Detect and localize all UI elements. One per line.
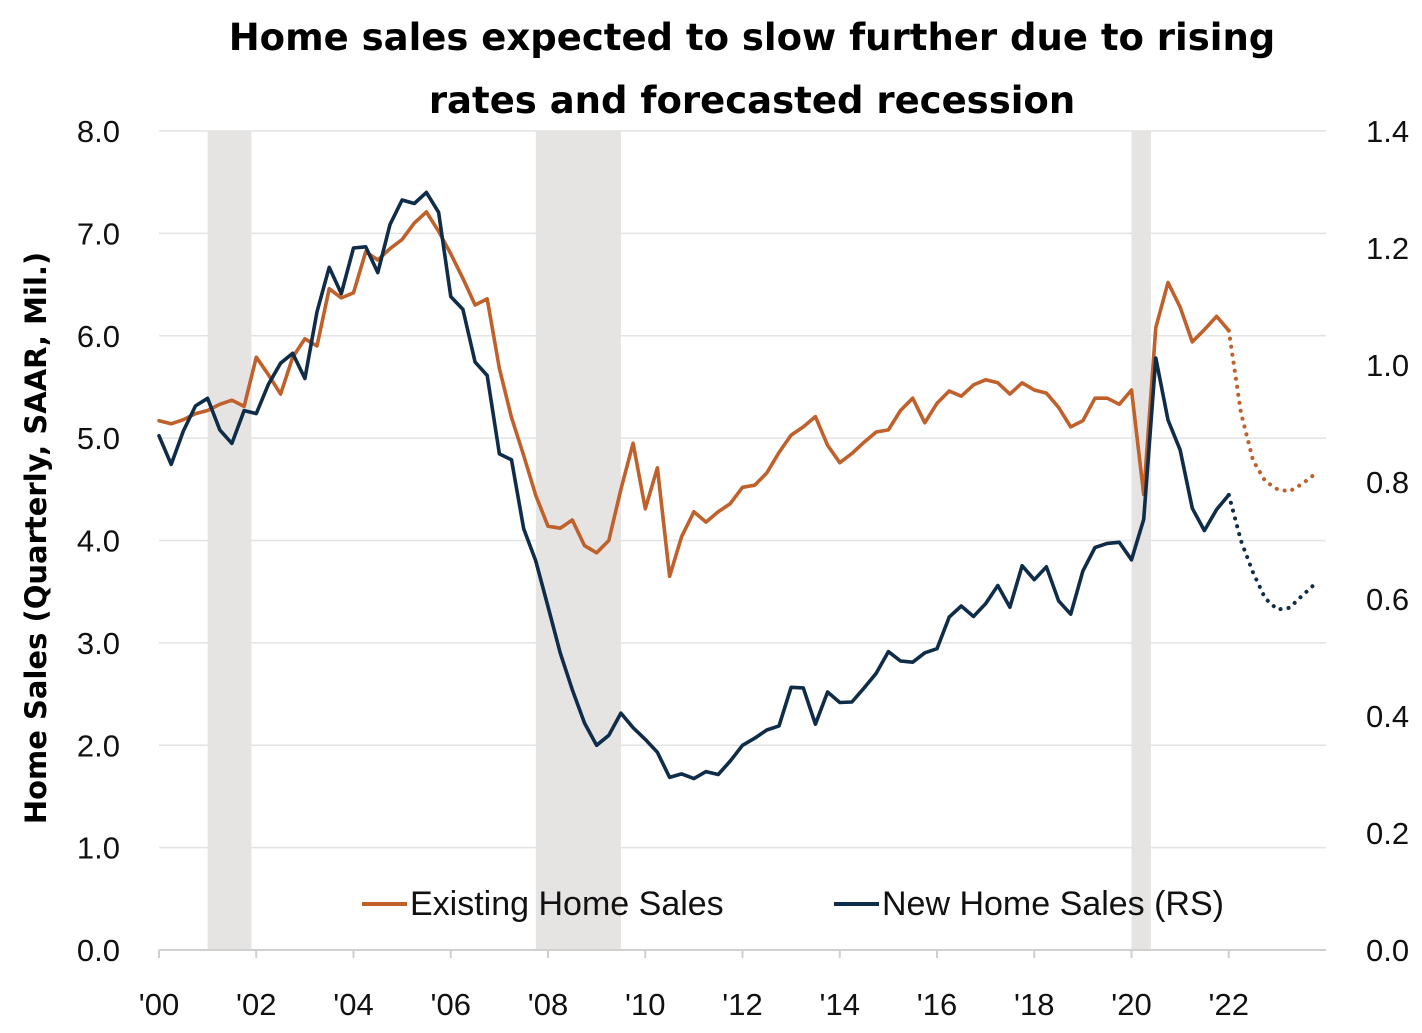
x-tick-label: '06 — [431, 987, 471, 1022]
series-lines — [157, 190, 1316, 781]
y-tick-label: 8.0 — [77, 114, 120, 149]
x-tick-label: '22 — [1209, 987, 1249, 1022]
y-tick-label: 4.0 — [77, 524, 120, 559]
y2-tick-label: 1.0 — [1366, 348, 1409, 383]
y2-tick-label: 0.8 — [1366, 465, 1409, 500]
y-axis-ticks: 0.0 1.0 2.0 3.0 4.0 5.0 6.0 7.0 8.0 — [77, 114, 120, 968]
x-tick-label: '12 — [722, 987, 762, 1022]
y2-tick-label: 0.4 — [1366, 699, 1409, 734]
chart-title-line-2: rates and forecasted recession — [429, 79, 1075, 122]
legend-label-new: New Home Sales (RS) — [882, 885, 1224, 923]
y-tick-label: 5.0 — [77, 421, 120, 456]
y2-tick-label: 1.2 — [1366, 231, 1409, 266]
y-tick-label: 6.0 — [77, 319, 120, 354]
chart-title-line-1: Home sales expected to slow further due … — [229, 16, 1276, 59]
x-tick-label: '02 — [236, 987, 276, 1022]
x-tick-label: '18 — [1014, 987, 1054, 1022]
x-tick-label: '10 — [625, 987, 665, 1022]
x-tick-label: '08 — [528, 987, 568, 1022]
series-new-home-sales-forecast — [1226, 492, 1316, 612]
y-axis-label: Home Sales (Quarterly, SAAR, Mil.) — [19, 252, 53, 824]
x-tick-label: '16 — [917, 987, 957, 1022]
y-tick-label: 2.0 — [77, 728, 120, 763]
series-new-home-sales-rs — [157, 190, 1231, 781]
legend: Existing Home Sales New Home Sales (RS) — [362, 885, 1224, 923]
x-tick-label: '04 — [333, 987, 373, 1022]
y2-tick-label: 0.2 — [1366, 816, 1409, 851]
x-tick-label: '20 — [1111, 987, 1151, 1022]
series-existing-home-sales-forecast — [1226, 328, 1316, 494]
y-tick-label: 7.0 — [77, 216, 120, 251]
y2-axis-ticks: 0.0 0.2 0.4 0.6 0.8 1.0 1.2 1.4 — [1366, 114, 1409, 968]
x-tick-label: '14 — [820, 987, 860, 1022]
y-tick-label: 3.0 — [77, 626, 120, 661]
legend-label-existing: Existing Home Sales — [410, 885, 724, 923]
x-axis-ticks: '00 '02 '04 '06 '08 '10 '12 '14 '16 '18 '20 '22 — [139, 950, 1249, 1022]
series-existing-home-sales — [157, 210, 1231, 579]
y2-tick-label: 0.6 — [1366, 582, 1409, 617]
y-tick-label: 0.0 — [77, 933, 120, 968]
x-tick-label: '00 — [139, 987, 179, 1022]
y2-tick-label: 1.4 — [1366, 114, 1409, 149]
y2-tick-label: 0.0 — [1366, 933, 1409, 968]
y-tick-label: 1.0 — [77, 831, 120, 866]
